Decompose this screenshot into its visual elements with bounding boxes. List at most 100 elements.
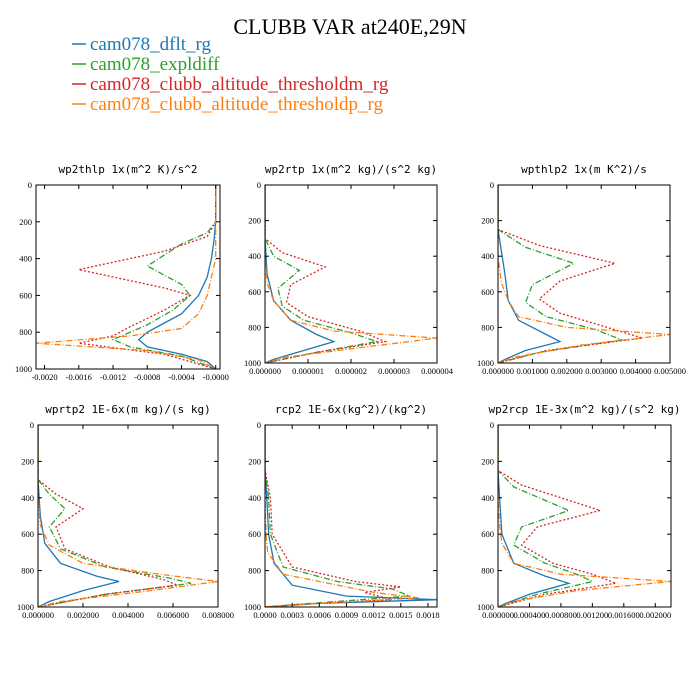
x-tick-label: 0.000400 — [514, 610, 546, 620]
y-tick-label: 600 — [248, 287, 261, 297]
y-tick-label: 0 — [490, 420, 494, 430]
x-tick-label: 0.008000 — [202, 610, 234, 620]
y-tick-label: 200 — [481, 216, 494, 226]
panel-title: wp2thlp 1x(m^2 K)/s^2 — [58, 163, 197, 176]
y-tick-label: 0 — [28, 180, 32, 190]
y-tick-label: 400 — [481, 493, 494, 503]
plot-frame — [35, 184, 221, 370]
y-tick-label: 800 — [481, 322, 494, 332]
panel-0: wp2thlp 1x(m^2 K)/s^202004006008001000-0… — [15, 163, 229, 382]
y-tick-label: 200 — [21, 456, 34, 466]
panel-1: wp2rtp 1x(m^2 kg)/(s^2 kg) 0 200 400 600 800 1… — [244, 163, 454, 376]
series-line — [265, 425, 437, 607]
x-tick-label: 0.003000 — [585, 366, 617, 376]
series-line — [265, 185, 336, 363]
series-line — [498, 185, 562, 363]
series-line — [36, 185, 217, 369]
plot-frame — [497, 184, 671, 364]
plot-frame — [37, 424, 219, 608]
x-tick-label: 0.000003 — [378, 366, 410, 376]
y-tick-label: 600 — [248, 529, 261, 539]
y-tick-label: 1000 — [477, 602, 494, 612]
x-tick-label: 0.0006 — [308, 610, 331, 620]
y-tick-label: 600 — [481, 529, 494, 539]
y-tick-label: 1000 — [244, 358, 261, 368]
x-tick-label: 0.001200 — [576, 610, 608, 620]
panel-title: wprtp2 1E-6x(m kg)/(s kg) — [45, 403, 211, 416]
series-line — [111, 185, 217, 369]
y-tick-label: 1000 — [477, 358, 494, 368]
panel-title: wp2rcp 1E-3x(m^2 kg)/(s^2 kg) — [488, 403, 680, 416]
panel-5: wp2rcp 1E-3x(m^2 kg)/(s^2 kg) 0 200 400 600 8… — [477, 403, 681, 620]
series-line — [265, 185, 388, 363]
y-tick-label: 400 — [248, 251, 261, 261]
legend-entry: cam078_expldiff — [90, 54, 220, 75]
x-tick-label: 0.004000 — [112, 610, 144, 620]
series-line — [498, 185, 670, 363]
x-tick-label: 0.000002 — [335, 366, 367, 376]
x-tick-label: 0.000000 — [482, 610, 514, 620]
y-tick-label: 1000 — [15, 364, 32, 374]
y-tick-label: 0 — [490, 180, 494, 190]
x-tick-label: 0.0018 — [416, 610, 439, 620]
x-tick-label: 0.000001 — [292, 366, 324, 376]
x-tick-label: -0.0012 — [100, 372, 126, 382]
y-tick-label: 0 — [257, 180, 261, 190]
y-tick-label: 400 — [19, 254, 32, 264]
plot-frame — [497, 424, 672, 608]
x-tick-label: 0.0009 — [335, 610, 358, 620]
x-tick-label: 0.0003 — [280, 610, 303, 620]
y-tick-label: 600 — [19, 290, 32, 300]
series-line — [265, 185, 380, 363]
figure-title: CLUBB VAR at240E,29N — [233, 14, 466, 39]
series-line — [38, 425, 192, 607]
series-line — [78, 185, 217, 369]
y-tick-label: 600 — [21, 529, 34, 539]
x-tick-label: 0.0015 — [389, 610, 412, 620]
y-tick-label: 800 — [19, 327, 32, 337]
series-line — [265, 425, 401, 607]
series-line — [265, 185, 437, 363]
series-line — [38, 425, 181, 607]
x-tick-label: 0.002000 — [639, 610, 671, 620]
y-tick-label: 400 — [248, 493, 261, 503]
x-tick-label: 0.000004 — [421, 366, 454, 376]
y-tick-label: 1000 — [17, 602, 34, 612]
panel-3: wprtp2 1E-6x(m kg)/(s kg) 0 200 400 600 800 10… — [17, 403, 234, 620]
x-tick-label: 0.005000 — [654, 366, 686, 376]
plot-frame — [264, 424, 438, 608]
legend-entry: cam078_clubb_altitude_thresholdm_rg — [90, 74, 389, 95]
y-tick-label: 600 — [481, 287, 494, 297]
series-line — [498, 425, 595, 607]
y-tick-label: 400 — [21, 493, 34, 503]
x-tick-label: 0.0000 — [253, 610, 276, 620]
panels-grid: wp2thlp 1x(m^2 K)/s^2 0 200 400 600 800 1000 -0… — [15, 163, 686, 620]
x-tick-label: 0.000800 — [545, 610, 577, 620]
y-tick-label: 800 — [481, 566, 494, 576]
y-tick-label: 400 — [481, 251, 494, 261]
series-line — [265, 425, 419, 607]
legend: cam078_dflt_rgcam078_expldiffcam078_club… — [72, 34, 389, 115]
y-tick-label: 0 — [257, 420, 261, 430]
x-tick-label: 0.001000 — [516, 366, 548, 376]
x-tick-label: 0.000000 — [249, 366, 281, 376]
series-line — [38, 425, 218, 607]
series-line — [498, 425, 619, 607]
y-tick-label: 1000 — [244, 602, 261, 612]
y-tick-label: 200 — [248, 216, 261, 226]
x-tick-label: -0.0016 — [66, 372, 92, 382]
series-line — [38, 425, 120, 607]
panel-4: rcp2 1E-6x(kg^2)/(kg^2) 0 200 400 600 800 1000… — [244, 403, 440, 620]
x-tick-label: 0.000000 — [482, 366, 514, 376]
legend-entry: cam078_dflt_rg — [90, 34, 212, 55]
series-line — [498, 185, 643, 363]
panel-title: rcp2 1E-6x(kg^2)/(kg^2) — [275, 403, 427, 416]
x-tick-label: 0.001600 — [608, 610, 640, 620]
series-line — [265, 425, 411, 607]
series-line — [498, 425, 671, 607]
series-line — [498, 185, 625, 363]
x-tick-label: 0.000000 — [22, 610, 54, 620]
x-tick-label: -0.0000 — [203, 372, 229, 382]
y-tick-label: 0 — [30, 420, 34, 430]
legend-entry: cam078_clubb_altitude_thresholdp_rg — [90, 94, 384, 115]
